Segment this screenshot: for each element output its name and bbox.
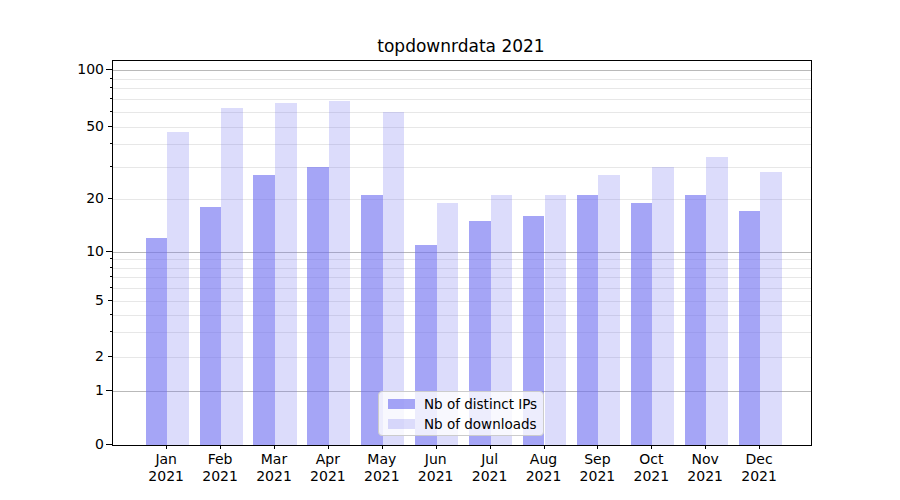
bar-downloads (329, 101, 351, 445)
y-tick-label: 0 (44, 436, 104, 452)
x-tick-mark (544, 445, 545, 449)
bar-distinct-ips (739, 211, 761, 445)
x-tick-mark (382, 445, 383, 449)
y-tick-mark (106, 69, 112, 70)
bar-distinct-ips (685, 195, 707, 445)
gridline-minor (113, 79, 811, 80)
bar-downloads (760, 172, 782, 445)
gridline-minor (113, 112, 811, 113)
y-minor-tick-mark (110, 143, 113, 144)
x-tick-mark (328, 445, 329, 449)
gridline-minor (113, 99, 811, 100)
x-tick-mark (220, 445, 221, 449)
x-tick-mark (490, 445, 491, 449)
y-tick-label: 1 (44, 382, 104, 398)
y-minor-tick-mark (110, 166, 113, 167)
bar-downloads (706, 157, 728, 445)
x-tick-mark (651, 445, 652, 449)
legend-label-distinct-ips: Nb of distinct IPs (424, 396, 537, 412)
y-minor-tick-mark (110, 111, 113, 112)
y-tick-label: 2 (44, 348, 104, 364)
bar-distinct-ips (307, 167, 329, 445)
y-minor-tick-mark (110, 87, 113, 88)
bar-distinct-ips (631, 203, 653, 445)
x-tick-mark (705, 445, 706, 449)
bar-distinct-ips (200, 207, 222, 445)
x-tick-mark (759, 445, 760, 449)
bar-downloads (598, 175, 620, 445)
legend: Nb of distinct IPs Nb of downloads (378, 391, 544, 436)
y-tick-mark (108, 300, 112, 301)
y-tick-mark (108, 126, 112, 127)
y-minor-tick-mark (110, 258, 113, 259)
figure: topdownrdata 2021 0125102050100Jan2021Fe… (0, 0, 900, 500)
legend-item-distinct-ips: Nb of distinct IPs (379, 395, 543, 412)
bar-downloads (167, 132, 189, 445)
y-tick-mark (108, 356, 112, 357)
y-minor-tick-mark (110, 78, 113, 79)
y-minor-tick-mark (110, 276, 113, 277)
y-tick-label: 20 (44, 190, 104, 206)
bar-downloads (275, 103, 297, 445)
plot-area (112, 60, 812, 446)
y-tick-mark (106, 444, 112, 445)
bar-downloads (652, 167, 674, 445)
legend-item-downloads: Nb of downloads (379, 415, 543, 432)
y-tick-mark (108, 198, 112, 199)
gridline-major (113, 70, 811, 71)
bar-distinct-ips (253, 175, 275, 445)
x-tick-mark (166, 445, 167, 449)
x-tick-label-year: 2021 (727, 468, 791, 485)
y-minor-tick-mark (110, 267, 113, 268)
y-tick-mark (106, 390, 112, 391)
gridline-minor (113, 144, 811, 145)
bar-distinct-ips (146, 238, 168, 445)
y-tick-mark (106, 251, 112, 252)
x-tick-label: Dec2021 (727, 451, 791, 485)
gridline-minor (113, 88, 811, 89)
y-minor-tick-mark (110, 314, 113, 315)
y-tick-label: 5 (44, 292, 104, 308)
x-tick-label-month: Dec (727, 451, 791, 468)
gridline-minor (113, 127, 811, 128)
bar-distinct-ips (577, 195, 599, 445)
y-minor-tick-mark (110, 287, 113, 288)
y-tick-label: 100 (44, 61, 104, 77)
x-tick-mark (436, 445, 437, 449)
y-tick-label: 50 (44, 118, 104, 134)
legend-swatch-distinct-ips-icon (388, 399, 415, 409)
x-tick-mark (597, 445, 598, 449)
y-minor-tick-mark (110, 98, 113, 99)
y-minor-tick-mark (110, 331, 113, 332)
y-tick-label: 10 (44, 243, 104, 259)
chart-title: topdownrdata 2021 (112, 36, 810, 56)
legend-label-downloads: Nb of downloads (424, 416, 537, 432)
bar-downloads (545, 195, 567, 445)
x-tick-mark (274, 445, 275, 449)
bar-downloads (221, 108, 243, 445)
legend-swatch-downloads-icon (388, 419, 415, 429)
